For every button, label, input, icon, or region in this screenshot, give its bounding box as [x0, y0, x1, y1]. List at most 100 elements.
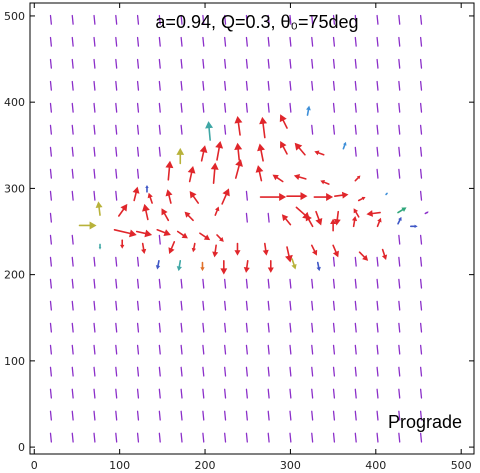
vector-arrow	[310, 244, 318, 256]
field-dash	[354, 36, 357, 47]
field-dash	[180, 344, 183, 355]
field-dash	[354, 278, 357, 289]
field-dash	[419, 190, 423, 201]
field-dash	[93, 344, 96, 355]
field-dash	[332, 256, 336, 267]
field-dash	[311, 278, 314, 289]
field-dash	[376, 124, 379, 135]
vector-arrow	[281, 214, 292, 226]
vector-arrow	[220, 260, 228, 275]
field-dash	[93, 14, 96, 25]
field-dash	[354, 432, 357, 443]
field-dash	[202, 278, 205, 289]
vector-arrow	[357, 196, 366, 202]
field-dash	[245, 212, 248, 223]
vector-arrow	[234, 159, 243, 179]
vector-arrow	[215, 140, 224, 161]
field-dash	[289, 322, 292, 333]
field-dash	[158, 322, 161, 333]
vector-arrow	[262, 242, 269, 256]
field-dash	[93, 432, 96, 443]
field-dash	[71, 190, 74, 201]
field-dash	[180, 366, 183, 377]
field-dash	[115, 58, 118, 69]
vector-arrow	[342, 141, 347, 150]
field-dash	[289, 36, 292, 47]
field-dash	[180, 388, 183, 399]
vector-arrow	[191, 242, 197, 253]
field-dash	[245, 388, 248, 399]
field-dash	[267, 388, 270, 399]
y-tick-label: 300	[4, 182, 25, 195]
field-dash	[158, 366, 161, 377]
y-tick-label: 0	[18, 441, 25, 454]
field-dash	[332, 300, 336, 311]
field-dash	[311, 300, 314, 311]
field-dash	[158, 58, 161, 69]
field-dash	[245, 278, 248, 289]
field-dash	[354, 322, 357, 333]
field-dash	[245, 80, 248, 91]
vector-arrow	[410, 224, 418, 229]
field-dash	[93, 278, 96, 289]
field-dash	[267, 300, 270, 311]
field-dash	[289, 102, 292, 113]
field-dash	[71, 168, 74, 179]
field-dash	[136, 388, 140, 399]
field-dash	[311, 80, 314, 91]
field-dash	[245, 14, 248, 25]
vector-arrow	[424, 211, 429, 215]
field-dash	[224, 388, 227, 399]
field-dash	[224, 278, 227, 289]
field-dash	[419, 388, 423, 399]
vector-arrow	[358, 251, 369, 261]
vector-arrow	[351, 215, 358, 228]
field-arrows	[49, 14, 423, 443]
field-dash	[289, 432, 292, 443]
vector-arrow	[176, 230, 188, 239]
field-dash	[202, 36, 205, 47]
field-dash	[289, 366, 292, 377]
vector-arrow	[189, 190, 200, 204]
field-dash	[311, 322, 314, 333]
field-dash	[354, 388, 357, 399]
field-dash	[332, 36, 336, 47]
field-dash	[376, 256, 379, 267]
field-dash	[93, 366, 96, 377]
field-dash	[136, 256, 140, 267]
vector-arrow	[314, 150, 325, 156]
field-dash	[136, 300, 140, 311]
field-dash	[376, 366, 379, 377]
field-dash	[267, 432, 270, 443]
vector-arrow	[118, 203, 128, 217]
field-dash	[398, 366, 401, 377]
field-dash	[71, 366, 74, 377]
field-dash	[354, 80, 357, 91]
field-dash	[49, 58, 52, 69]
field-dash	[419, 102, 423, 113]
y-tick-label: 200	[4, 269, 25, 282]
field-dash	[332, 366, 336, 377]
field-dash	[93, 300, 96, 311]
field-dash	[398, 234, 401, 245]
field-dash	[289, 14, 292, 25]
vector-arrow	[210, 162, 219, 185]
field-dash	[267, 410, 270, 421]
field-dash	[267, 14, 270, 25]
field-dash	[332, 80, 336, 91]
vector-arrow	[291, 258, 297, 270]
field-dash	[398, 322, 401, 333]
vector-arrow	[234, 242, 241, 256]
field-dash	[376, 58, 379, 69]
field-dash	[180, 80, 183, 91]
field-dash	[332, 388, 336, 399]
vector-arrow	[332, 244, 339, 258]
field-dash	[93, 124, 96, 135]
vector-arrow	[113, 228, 137, 238]
data-arrows	[78, 105, 429, 275]
field-dash	[267, 102, 270, 113]
field-dash	[267, 322, 270, 333]
field-dash	[267, 212, 270, 223]
field-dash	[245, 432, 248, 443]
x-tick-label: 0	[31, 459, 38, 472]
